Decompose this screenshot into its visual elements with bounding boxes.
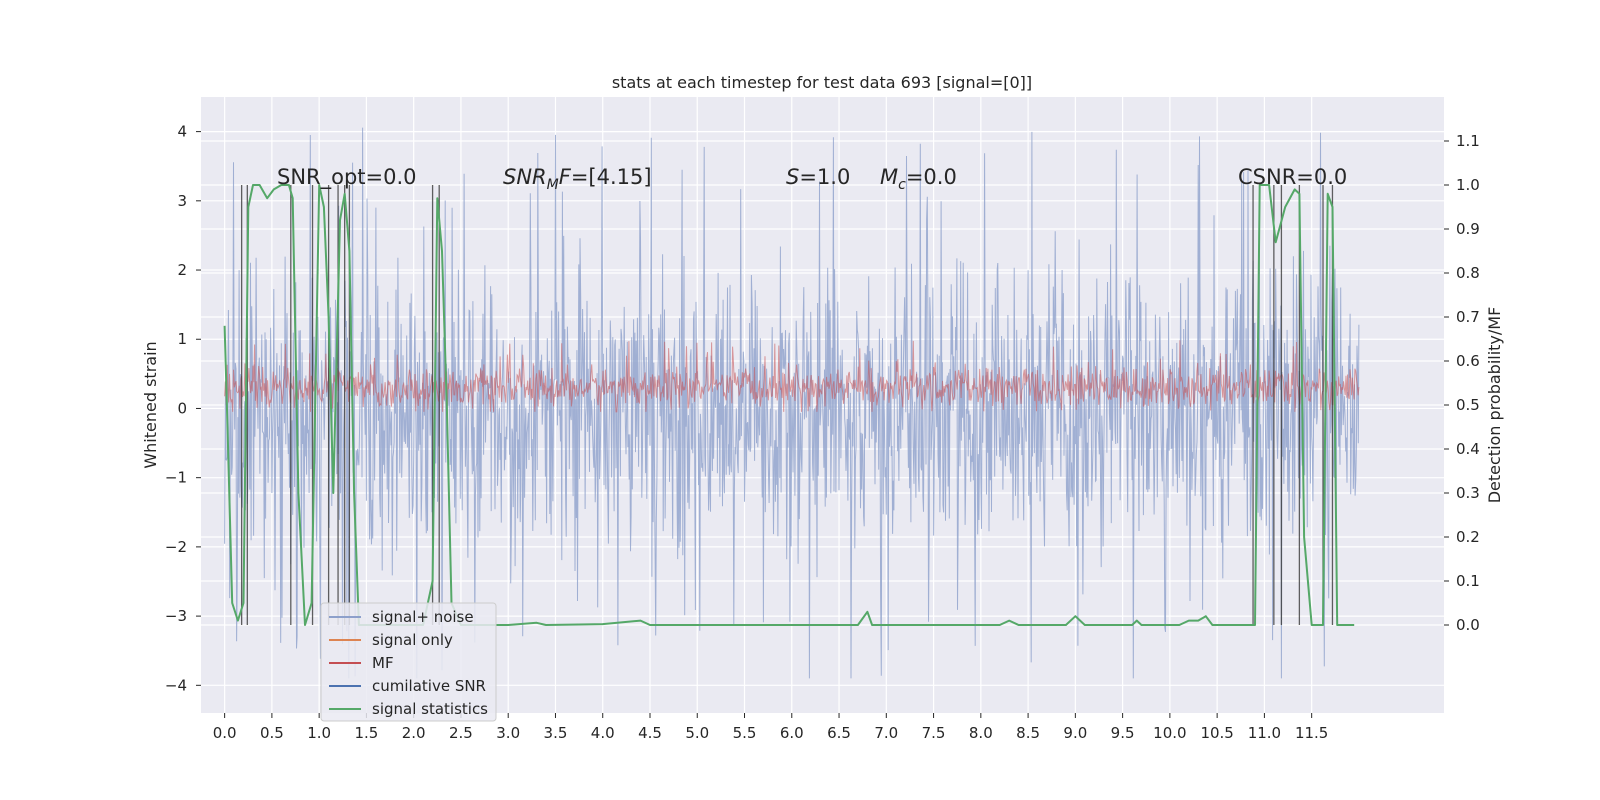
y-left-tick-label: 2	[177, 261, 187, 279]
mf-line	[224, 340, 1360, 413]
legend-label: signal only	[372, 631, 453, 649]
y-right-tick-label: 0.0	[1456, 616, 1480, 634]
annotation-s: S=1.0	[786, 165, 850, 189]
y-left-tick-label: −4	[165, 676, 187, 694]
y-left-tick-label: 3	[177, 192, 187, 210]
mf-series	[224, 340, 1360, 413]
legend-label: signal+ noise	[372, 608, 474, 626]
annotation-csnr: CSNR=0.0	[1238, 165, 1347, 189]
x-tick-label: 3.0	[496, 724, 520, 742]
y-left-tick-label: −3	[165, 607, 187, 625]
y-right-tick-label: 0.7	[1456, 308, 1480, 326]
x-tick-label: 7.5	[922, 724, 946, 742]
chart-title: stats at each timestep for test data 693…	[612, 73, 1032, 92]
y-left-tick-label: −2	[165, 538, 187, 556]
y-right-tick-label: 0.2	[1456, 528, 1480, 546]
y-left-tick-label: 0	[177, 399, 187, 417]
x-tick-label: 2.0	[402, 724, 426, 742]
y-right-tick-label: 0.6	[1456, 352, 1480, 370]
legend-label: signal statistics	[372, 700, 488, 718]
y-left-tick-label: −1	[165, 469, 187, 487]
y-axis-right-ticks: 1.1 1.0 0.9 0.8 0.7 0.6 0.5 0.4 0.3 0.2 0.1 0.0	[1444, 132, 1480, 634]
x-tick-label: 10.5	[1200, 724, 1233, 742]
annotation-snr-opt: SNR_opt=0.0	[277, 165, 417, 190]
y-right-tick-label: 0.5	[1456, 396, 1480, 414]
x-tick-label: 5.0	[685, 724, 709, 742]
x-tick-label: 11.5	[1295, 724, 1328, 742]
x-tick-label: 3.5	[544, 724, 568, 742]
y-right-tick-label: 0.4	[1456, 440, 1480, 458]
y-axis-right-label: Detection probability/MF	[1485, 307, 1504, 504]
x-tick-label: 8.0	[969, 724, 993, 742]
x-tick-label: 9.0	[1063, 724, 1087, 742]
x-tick-label: 2.5	[449, 724, 473, 742]
x-tick-label: 4.0	[591, 724, 615, 742]
y-right-tick-label: 0.8	[1456, 264, 1480, 282]
y-left-tick-label: 4	[177, 123, 187, 141]
annotation-snr-mf: SNRMF=[4.15]	[503, 165, 652, 193]
x-tick-label: 6.0	[780, 724, 804, 742]
x-tick-label: 9.5	[1111, 724, 1135, 742]
legend-label: cumilative SNR	[372, 677, 486, 695]
x-tick-label: 5.5	[733, 724, 757, 742]
x-tick-label: 10.0	[1153, 724, 1186, 742]
y-right-tick-label: 0.1	[1456, 572, 1480, 590]
x-tick-label: 7.0	[874, 724, 898, 742]
x-tick-label: 0.0	[213, 724, 237, 742]
x-tick-label: 6.5	[827, 724, 851, 742]
x-tick-label: 0.5	[260, 724, 284, 742]
y-right-tick-label: 1.0	[1456, 176, 1480, 194]
signal-statistics-series	[223, 184, 1355, 626]
x-axis-ticks: 0.0 0.5 1.0 1.5 2.0 2.5 3.0 3.5 4.0 4.5 5.0 5.5 6.0 6…	[213, 713, 1328, 742]
legend: signal+ noise signal only MF cumilative SNR…	[320, 602, 497, 722]
signal-statistics-line	[223, 184, 1355, 626]
y-right-tick-label: 0.3	[1456, 484, 1480, 502]
y-right-tick-label: 0.9	[1456, 220, 1480, 238]
x-tick-label: 11.0	[1248, 724, 1281, 742]
x-tick-label: 1.0	[307, 724, 331, 742]
x-tick-label: 1.5	[354, 724, 378, 742]
y-right-tick-label: 1.1	[1456, 132, 1480, 150]
x-tick-label: 8.5	[1016, 724, 1040, 742]
annotation-mc: Mc=0.0	[880, 165, 957, 193]
y-left-tick-label: 1	[177, 330, 187, 348]
y-axis-left-label: Whitened strain	[141, 341, 160, 468]
legend-label: MF	[372, 654, 394, 672]
x-tick-label: 4.5	[638, 724, 662, 742]
legend-box	[320, 602, 497, 722]
y-axis-left-ticks: 4 3 2 1 0 −1 −2 −3 −4	[165, 123, 201, 694]
